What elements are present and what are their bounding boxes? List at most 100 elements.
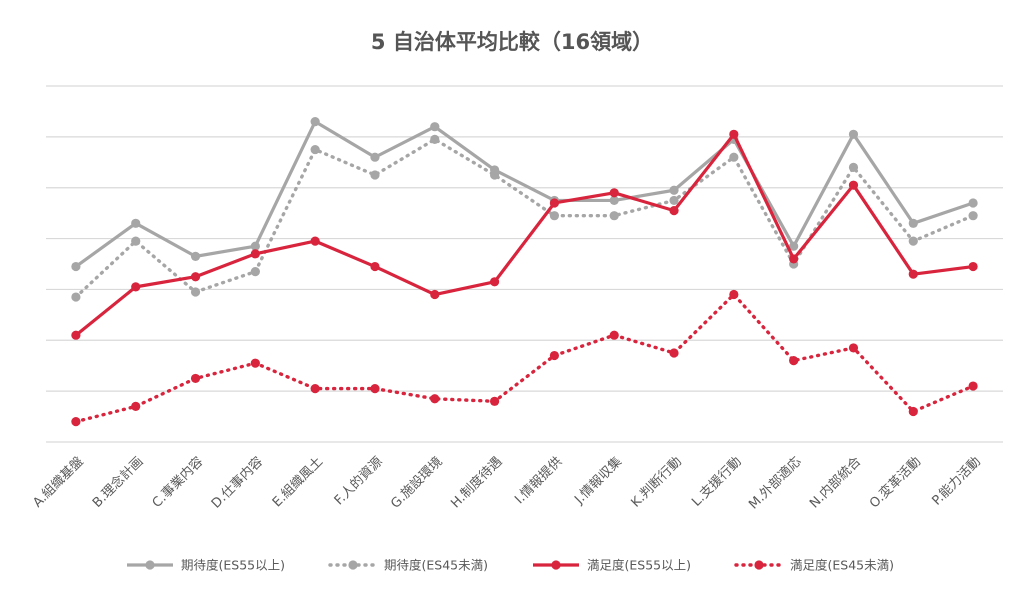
series-line [74,132,974,337]
x-tick-label: B.理念計画 [89,454,146,511]
data-point [71,261,81,272]
series-4 [71,289,978,427]
data-point [430,134,440,144]
x-tick-label: O.変革活動 [866,454,924,512]
legend-label: 満足度(ES45未満) [790,558,894,573]
gridlines [46,85,1003,443]
data-point [669,348,679,358]
x-tick-label: D.仕事内容 [208,454,266,512]
legend-item: 満足度(ES55以上) [533,558,691,573]
data-point [131,282,141,292]
data-point [908,218,918,228]
data-point [310,144,320,155]
legend-item: 期待度(ES55以上) [127,558,285,573]
data-point [370,261,380,272]
data-point [250,249,260,259]
data-point [669,185,679,195]
series-line [74,137,975,299]
data-point [250,241,260,251]
x-tick-label: G.施設環境 [387,454,445,512]
x-axis-tick-labels: A.組織基盤 B.理念計画 C.事業内容 D.仕事内容 E.組織風土 F.人的資源 G.施設… [30,454,984,513]
data-point [71,292,81,302]
data-point [789,241,799,251]
legend-swatch-marker [145,560,155,570]
data-point [549,211,560,221]
series-layer [71,117,978,427]
legend-swatch-marker [754,560,764,570]
data-point [430,394,440,404]
legend-item: 満足度(ES45未満) [734,558,894,573]
x-tick-label: F.人的資源 [331,454,386,509]
data-point [310,117,320,127]
data-point [968,381,978,391]
series-1 [71,117,978,272]
data-point [190,251,201,261]
x-tick-label: M.外部適応 [746,454,805,513]
legend-swatch-marker [551,560,561,570]
series-3 [71,129,978,340]
x-tick-label: A.組織基盤 [30,454,86,510]
data-point [848,162,859,172]
data-point [489,396,500,406]
x-tick-label: N.内部統合 [806,454,864,512]
data-point [968,198,978,208]
data-point [848,129,859,139]
data-point [908,269,918,279]
data-point [908,236,918,246]
data-point [310,384,320,394]
x-tick-label: J.情報収集 [571,454,625,508]
x-tick-label: C.事業内容 [149,454,206,511]
data-point [430,122,440,132]
data-point [968,261,978,272]
x-tick-label: P.能力活動 [930,454,984,508]
chart-title: 5 自治体平均比較（16領域） [371,30,653,54]
data-point [729,289,739,300]
data-point [729,129,739,139]
data-point [789,254,799,264]
series-line [74,292,975,424]
data-point [789,356,799,366]
legend-item: 期待度(ES45未満) [328,558,488,573]
data-point [71,330,81,340]
x-tick-label: H.制度待遇 [448,454,506,512]
data-point [370,384,380,394]
data-point [190,287,201,297]
data-point [370,170,380,180]
data-point [131,218,141,228]
legend-label: 期待度(ES45未満) [384,558,488,573]
data-point [190,373,201,384]
data-point [669,206,679,216]
data-point [609,188,619,198]
data-point [609,330,619,340]
x-tick-label: K.判断行動 [629,454,685,510]
data-point [968,211,978,221]
data-point [848,180,859,190]
data-point [71,417,81,427]
data-point [131,236,141,246]
data-point [549,350,560,361]
legend: 期待度(ES55以上) 期待度(ES45未満) 満足度(ES55以上) 満足度(ES4… [127,558,894,573]
data-point [549,198,560,208]
data-point [908,406,918,417]
data-point [609,211,619,221]
data-point [370,152,380,162]
legend-label: 満足度(ES55以上) [587,558,691,573]
data-point [609,195,619,206]
data-point [848,343,859,353]
data-point [310,236,320,246]
x-tick-label: E.組織風土 [270,454,326,510]
series-line [74,119,974,268]
x-tick-label: I.情報提供 [512,454,566,508]
data-point [131,401,141,411]
legend-label: 期待度(ES55以上) [181,558,285,573]
data-point [669,195,679,206]
data-point [729,152,739,162]
data-point [190,272,201,282]
legend-swatch-marker [348,560,358,570]
data-point [430,289,440,300]
data-point [489,277,500,287]
series-2 [71,134,978,302]
data-point [250,358,260,368]
data-point [489,170,500,180]
